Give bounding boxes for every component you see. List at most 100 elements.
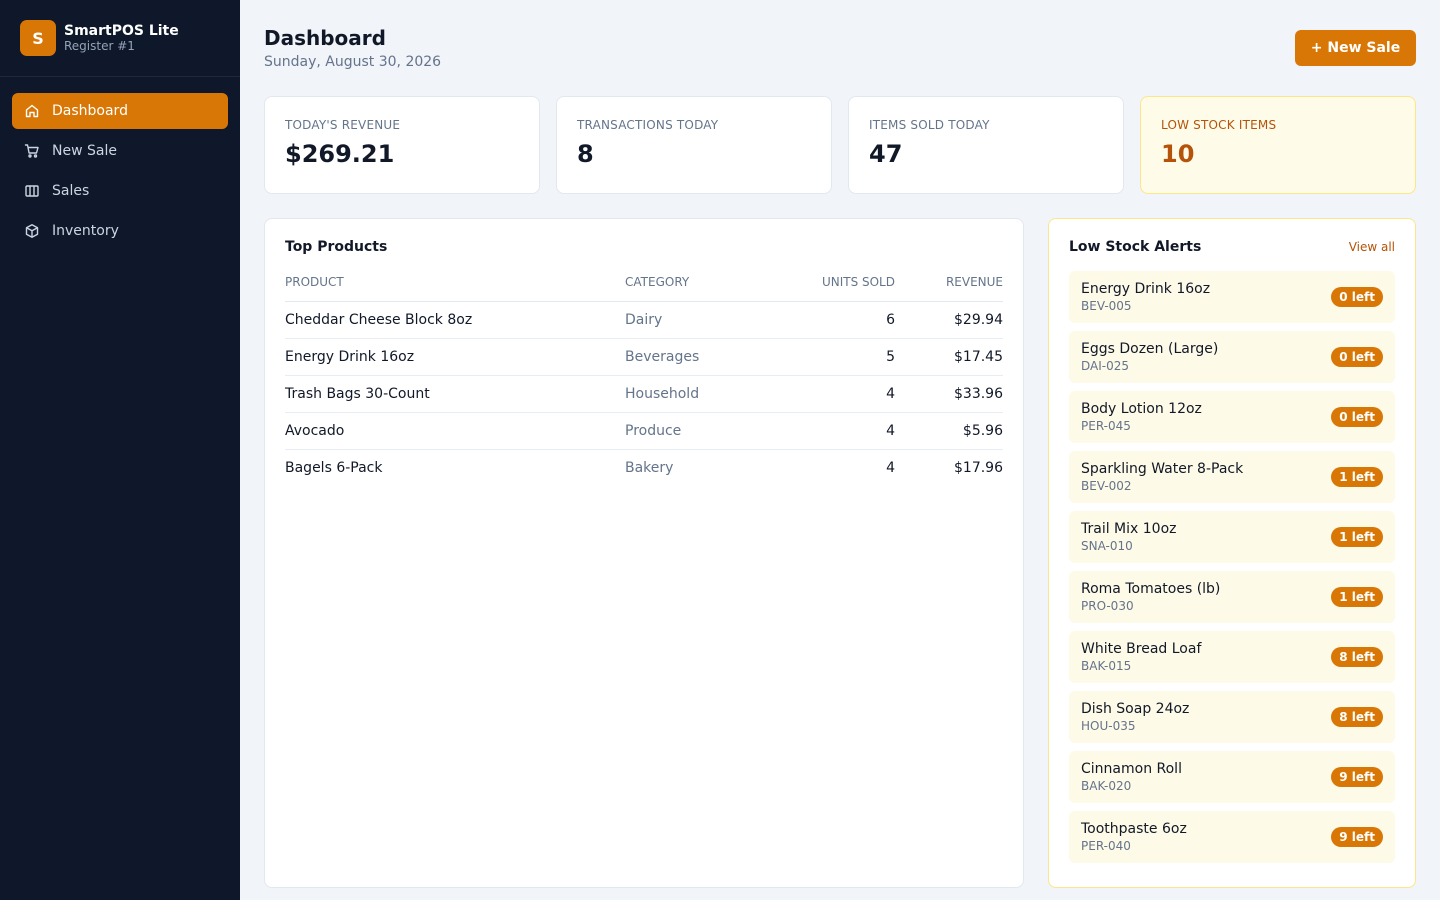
stat-card-low-stock: LOW STOCK ITEMS 10: [1140, 96, 1416, 194]
item-sku: BEV-005: [1081, 299, 1132, 313]
item-info: Eggs Dozen (Large) DAI-025: [1081, 340, 1218, 374]
item-name: Toothpaste 6oz: [1081, 821, 1187, 837]
list-item[interactable]: Trail Mix 10oz SNA-010 1 left: [1069, 511, 1395, 563]
stat-value: 47: [869, 140, 903, 168]
stat-label: LOW STOCK ITEMS: [1161, 118, 1277, 132]
cell-units: 6: [785, 301, 895, 339]
item-info: Trail Mix 10oz SNA-010: [1081, 520, 1177, 554]
cell-units: 4: [785, 375, 895, 413]
cell-units: 5: [785, 338, 895, 376]
item-sku: HOU-035: [1081, 719, 1136, 733]
item-sku: BEV-002: [1081, 479, 1132, 493]
stat-card-revenue: TODAY'S REVENUE $269.21: [264, 96, 540, 194]
item-sku: BAK-015: [1081, 659, 1132, 673]
cell-category: Dairy: [625, 301, 785, 339]
stock-badge: 9 left: [1331, 767, 1383, 787]
cell-units: 4: [886, 459, 895, 476]
nav-label: Dashboard: [52, 103, 128, 119]
stat-card-items-sold: ITEMS SOLD TODAY 47: [848, 96, 1124, 194]
box-icon: [25, 224, 39, 238]
list-item[interactable]: Roma Tomatoes (lb) PRO-030 1 left: [1069, 571, 1395, 623]
table-row: Trash Bags 30-Count Household 4 $33.96: [285, 375, 1003, 413]
columns-icon: [25, 185, 39, 197]
cell-product: Bagels 6-Pack: [285, 459, 383, 476]
item-info: Sparkling Water 8-Pack BEV-002: [1081, 460, 1243, 494]
brand: S SmartPOS Lite Register #1: [0, 0, 240, 77]
cell-revenue: $29.94: [895, 301, 1003, 339]
cell-category: Produce: [625, 412, 785, 450]
nav-label: New Sale: [52, 143, 117, 159]
table-row: Energy Drink 16oz Beverages 5 $17.45: [285, 338, 1003, 376]
nav-item-new-sale[interactable]: New Sale: [12, 133, 228, 169]
stock-badge: 1 left: [1331, 467, 1383, 487]
page-title: Dashboard: [264, 26, 386, 50]
panel-title: Low Stock Alerts: [1069, 239, 1202, 255]
item-sku: SNA-010: [1081, 539, 1133, 553]
low-stock-list: Energy Drink 16oz BEV-005 0 left Eggs Do…: [1069, 271, 1395, 863]
cell-revenue: $17.45: [895, 338, 1003, 376]
stock-badge: 1 left: [1331, 587, 1383, 607]
low-stock-panel: Low Stock Alerts View all Energy Drink 1…: [1048, 218, 1416, 888]
list-item[interactable]: Body Lotion 12oz PER-045 0 left: [1069, 391, 1395, 443]
stat-card-transactions: TRANSACTIONS TODAY 8: [556, 96, 832, 194]
table-row: Cheddar Cheese Block 8oz Dairy 6 $29.94: [285, 301, 1003, 339]
stat-label: TRANSACTIONS TODAY: [577, 118, 719, 132]
cell-revenue: $33.96: [895, 375, 1003, 413]
nav-label: Inventory: [52, 223, 119, 239]
item-sku: BAK-020: [1081, 779, 1132, 793]
view-all-link[interactable]: View all: [1348, 240, 1395, 254]
list-item[interactable]: Energy Drink 16oz BEV-005 0 left: [1069, 271, 1395, 323]
list-item[interactable]: White Bread Loaf BAK-015 8 left: [1069, 631, 1395, 683]
column-header-category: CATEGORY: [625, 273, 785, 302]
column-header-product: PRODUCT: [285, 273, 625, 302]
nav-item-dashboard[interactable]: Dashboard: [12, 93, 228, 129]
item-info: Roma Tomatoes (lb) PRO-030: [1081, 580, 1220, 614]
list-item[interactable]: Dish Soap 24oz HOU-035 8 left: [1069, 691, 1395, 743]
new-sale-button[interactable]: + New Sale: [1295, 30, 1416, 66]
item-name: Cinnamon Roll: [1081, 761, 1182, 777]
column-header-revenue: REVENUE: [895, 273, 1003, 302]
cell-category: Bakery: [625, 459, 674, 476]
panel-title: Top Products: [285, 239, 388, 255]
nav-label: Sales: [52, 183, 90, 199]
cell-revenue: $5.96: [895, 412, 1003, 450]
item-name: Sparkling Water 8-Pack: [1081, 461, 1244, 477]
cell-category: Beverages: [625, 338, 785, 376]
item-name: Trail Mix 10oz: [1081, 521, 1177, 537]
item-info: Body Lotion 12oz PER-045: [1081, 400, 1202, 434]
stock-badge: 1 left: [1331, 527, 1383, 547]
stat-value: 10: [1161, 140, 1195, 168]
top-products-table: PRODUCT CATEGORY UNITS SOLD REVENUE Ched…: [285, 273, 1003, 486]
stock-badge: 9 left: [1331, 827, 1383, 847]
item-name: Eggs Dozen (Large): [1081, 341, 1219, 357]
top-products-panel: Top Products PRODUCT CATEGORY UNITS SOLD…: [264, 218, 1024, 888]
table-row: Avocado Produce 4 $5.96: [285, 412, 1003, 450]
list-item[interactable]: Eggs Dozen (Large) DAI-025 0 left: [1069, 331, 1395, 383]
item-name: Dish Soap 24oz: [1081, 701, 1190, 717]
stock-badge: 8 left: [1331, 707, 1383, 727]
cell-units: 4: [785, 412, 895, 450]
item-info: Cinnamon Roll BAK-020: [1081, 760, 1182, 794]
item-info: Dish Soap 24oz HOU-035: [1081, 700, 1189, 734]
list-item[interactable]: Toothpaste 6oz PER-040 9 left: [1069, 811, 1395, 863]
stat-value: $269.21: [285, 140, 395, 168]
column-header-units: UNITS SOLD: [785, 273, 895, 302]
cell-product: Energy Drink 16oz: [285, 338, 625, 376]
list-item[interactable]: Cinnamon Roll BAK-020 9 left: [1069, 751, 1395, 803]
nav-item-inventory[interactable]: Inventory: [12, 213, 228, 249]
cell-category: Household: [625, 375, 785, 413]
panel-header: Low Stock Alerts View all: [1069, 239, 1395, 255]
cell-revenue: $17.96: [954, 459, 1003, 476]
list-item[interactable]: Sparkling Water 8-Pack BEV-002 1 left: [1069, 451, 1395, 503]
register-label: Register #1: [64, 38, 135, 53]
stat-label: TODAY'S REVENUE: [285, 118, 401, 132]
item-name: Body Lotion 12oz: [1081, 401, 1202, 417]
item-info: White Bread Loaf BAK-015: [1081, 640, 1201, 674]
nav-item-sales[interactable]: Sales: [12, 173, 228, 209]
item-info: Toothpaste 6oz PER-040: [1081, 820, 1187, 854]
sidebar: S SmartPOS Lite Register #1 Dashboard Ne…: [0, 0, 240, 900]
table-row: Bagels 6-Pack Bakery 4 $17.96: [285, 449, 1003, 486]
home-icon: [25, 104, 39, 118]
stock-badge: 8 left: [1331, 647, 1383, 667]
item-sku: PER-040: [1081, 839, 1131, 853]
